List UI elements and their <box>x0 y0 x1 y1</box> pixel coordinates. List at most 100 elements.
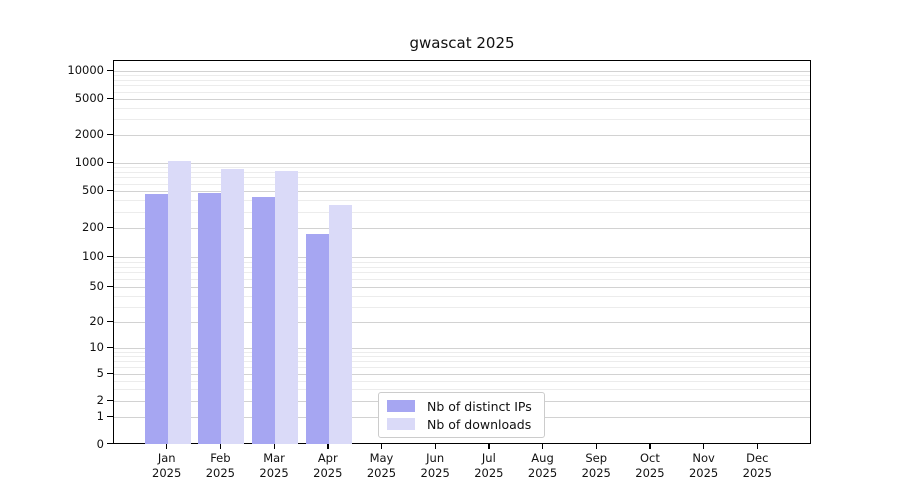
major-gridline <box>114 348 810 349</box>
y-tick-label: 500 <box>82 183 104 197</box>
x-tick-label: Apr 2025 <box>301 451 355 481</box>
legend-item-distinct-ips: Nb of distinct IPs <box>387 399 536 414</box>
y-tick-mark <box>107 285 113 287</box>
major-gridline <box>114 374 810 375</box>
x-tick-mark <box>649 444 651 449</box>
x-tick-label: Jan 2025 <box>140 451 194 481</box>
minor-gridline <box>114 361 810 363</box>
minor-gridline <box>114 85 810 87</box>
major-gridline <box>114 287 810 288</box>
x-tick-label: Jul 2025 <box>462 451 516 481</box>
y-tick-mark <box>107 346 113 348</box>
y-tick-label: 1000 <box>74 155 104 169</box>
x-tick-mark <box>756 444 759 449</box>
x-tick-year: 2025 <box>635 466 665 480</box>
minor-gridline <box>114 389 810 391</box>
minor-gridline <box>114 107 810 109</box>
x-tick-mark <box>703 444 705 449</box>
legend-item-downloads: Nb of downloads <box>387 417 536 432</box>
y-tick-label: 2 <box>96 393 104 407</box>
x-tick-label: Feb 2025 <box>193 451 247 481</box>
x-tick-year: 2025 <box>581 466 611 480</box>
minor-gridline <box>114 356 810 358</box>
minor-gridline <box>114 272 810 274</box>
x-tick-year: 2025 <box>152 466 182 480</box>
x-tick-label: Oct 2025 <box>623 451 677 481</box>
y-tick-label: 100 <box>82 249 104 263</box>
legend-swatch-downloads <box>387 418 415 430</box>
x-tick-year: 2025 <box>688 466 719 480</box>
bar-ips-jan <box>144 194 168 444</box>
x-tick-label: Jun 2025 <box>408 451 462 481</box>
legend-swatch-distinct-ips <box>387 400 415 412</box>
y-tick-mark <box>107 189 113 191</box>
x-tick-mark <box>488 444 490 449</box>
x-tick-label: Mar 2025 <box>247 451 301 481</box>
y-tick-mark <box>107 69 113 71</box>
x-tick-year: 2025 <box>474 466 504 480</box>
bar-ips-mar <box>252 196 276 444</box>
x-tick-label: May 2025 <box>354 451 408 481</box>
y-tick-mark <box>107 443 113 445</box>
x-tick-year: 2025 <box>366 466 397 480</box>
y-tick-mark <box>107 320 113 322</box>
x-tick-mark <box>219 444 222 449</box>
minor-gridline <box>114 172 810 173</box>
bar-ips-apr <box>305 233 329 444</box>
minor-gridline <box>114 306 810 308</box>
minor-gridline <box>114 200 810 201</box>
major-gridline <box>114 191 810 192</box>
bar-downloads-feb <box>221 168 245 444</box>
minor-gridline <box>114 261 810 263</box>
minor-gridline <box>114 183 810 185</box>
minor-gridline <box>114 279 810 281</box>
y-tick-label: 0 <box>96 436 104 451</box>
x-tick-year: 2025 <box>420 466 450 480</box>
x-tick-label: Sep 2025 <box>569 451 623 481</box>
legend: Nb of distinct IPs Nb of downloads <box>378 392 545 438</box>
bar-downloads-mar <box>275 171 299 444</box>
major-gridline <box>114 257 810 258</box>
y-tick-label: 5 <box>96 366 104 380</box>
y-tick-mark <box>107 97 113 99</box>
minor-gridline <box>114 80 810 81</box>
major-gridline <box>114 322 810 323</box>
y-tick-label: 200 <box>82 220 104 234</box>
plot-area <box>113 60 811 444</box>
x-tick-mark <box>327 444 329 449</box>
y-tick-label: 5000 <box>74 91 104 105</box>
x-tick-label: Nov 2025 <box>677 451 731 481</box>
x-tick-mark <box>273 444 275 449</box>
minor-gridline <box>114 380 810 382</box>
bar-ips-feb <box>198 192 222 444</box>
y-tick-label: 2000 <box>74 127 104 141</box>
legend-label-distinct-ips: Nb of distinct IPs <box>427 398 532 414</box>
x-tick-year: 2025 <box>742 466 772 480</box>
x-tick-mark <box>542 444 544 449</box>
x-tick-year: 2025 <box>205 466 236 480</box>
y-tick-mark <box>107 415 113 417</box>
major-gridline <box>114 135 810 136</box>
y-tick-mark <box>107 255 113 257</box>
minor-gridline <box>114 266 810 268</box>
minor-gridline <box>114 367 810 369</box>
x-tick-mark <box>166 444 168 449</box>
y-tick-label: 10000 <box>67 63 104 77</box>
x-tick-year: 2025 <box>313 466 343 480</box>
minor-gridline <box>114 211 810 213</box>
minor-gridline <box>114 295 810 297</box>
y-tick-mark <box>107 133 113 135</box>
x-tick-year: 2025 <box>527 466 558 480</box>
y-tick-label: 50 <box>89 279 104 293</box>
bar-downloads-apr <box>328 204 352 444</box>
minor-gridline <box>114 91 810 93</box>
x-tick-year: 2025 <box>259 466 289 480</box>
major-gridline <box>114 163 810 164</box>
y-tick-label: 20 <box>89 314 104 328</box>
y-tick-mark <box>107 161 113 163</box>
legend-label-downloads: Nb of downloads <box>427 416 532 432</box>
minor-gridline <box>114 351 810 353</box>
bar-downloads-jan <box>167 161 191 444</box>
x-tick-label: Dec 2025 <box>730 451 784 481</box>
